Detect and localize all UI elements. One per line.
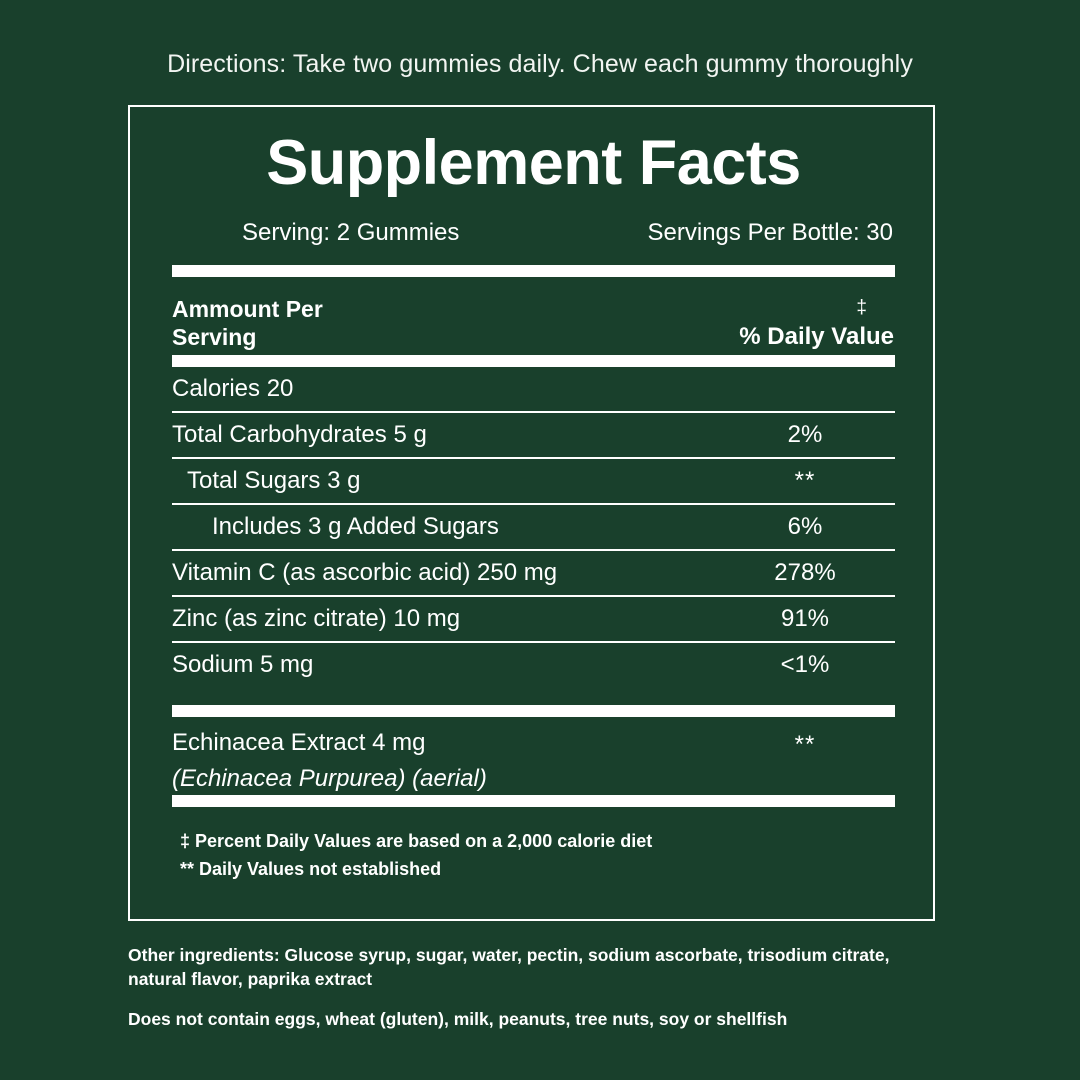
rule-thick-header-bottom — [172, 355, 895, 367]
daily-value-label: ‡ % Daily Value — [739, 297, 895, 355]
rule-thin — [172, 457, 895, 459]
directions-text: Directions: Take two gummies daily. Chew… — [167, 50, 913, 78]
table-row: Vitamin C (as ascorbic acid) 250 mg 278% — [172, 551, 895, 595]
table-row: Total Sugars 3 g ** — [172, 459, 895, 503]
rule-thin — [172, 595, 895, 597]
rule-thin — [172, 503, 895, 505]
footnote-not-established: ** Daily Values not established — [180, 858, 442, 879]
rule-thick-herbal-top — [172, 705, 895, 717]
rule-thick-bottom — [172, 795, 895, 807]
table-row: Sodium 5 mg <1% — [172, 643, 895, 687]
nutrient-label: Total Carbohydrates 5 g — [172, 421, 427, 448]
nutrient-value: 91% — [780, 605, 830, 632]
rule-thick-top — [172, 265, 895, 277]
nutrient-label: Includes 3 g Added Sugars — [212, 513, 499, 540]
table-row: Calories 20 — [172, 367, 895, 411]
rule-thin — [172, 641, 895, 643]
herbal-text-block: Echinacea Extract 4 mg (Echinacea Purpur… — [172, 729, 487, 794]
other-ingredients-text: Other ingredients: Glucose syrup, sugar,… — [128, 945, 890, 989]
nutrient-label: Calories 20 — [172, 375, 294, 402]
amount-per-serving-line1: Ammount Per — [172, 295, 323, 322]
table-row: Includes 3 g Added Sugars 6% — [172, 505, 895, 549]
amount-per-serving-line2: Serving — [172, 323, 257, 350]
daily-value-text: % Daily Value — [739, 323, 894, 350]
servings-per-container: Servings Per Bottle: 30 — [647, 219, 893, 246]
serving-size: Serving: 2 Gummies — [242, 219, 460, 246]
nutrient-value: ** — [794, 467, 816, 494]
rule-thin — [172, 549, 895, 551]
nutrient-value: 6% — [787, 513, 823, 540]
nutrient-label: Zinc (as zinc citrate) 10 mg — [172, 605, 461, 632]
double-dagger-icon: ‡ — [856, 297, 867, 318]
footnotes: ‡ Percent Daily Values are based on a 2,… — [172, 828, 895, 884]
allergen-statement-text: Does not contain eggs, wheat (gluten), m… — [128, 1009, 788, 1029]
nutrient-label: Total Sugars 3 g — [187, 467, 361, 494]
herbal-value: ** — [794, 731, 816, 758]
nutrient-value: <1% — [780, 651, 830, 678]
amount-per-serving-label: Ammount Per Serving — [172, 295, 323, 355]
page-title: Supplement Facts — [266, 128, 801, 198]
supplement-facts-panel: Supplement Facts Serving: 2 Gummies Serv… — [128, 105, 935, 921]
nutrient-label: Sodium 5 mg — [172, 651, 314, 678]
table-row: Zinc (as zinc citrate) 10 mg 91% — [172, 597, 895, 641]
table-row: Total Carbohydrates 5 g 2% — [172, 413, 895, 457]
herbal-name: Echinacea Extract 4 mg — [172, 729, 426, 756]
table-header-row: Ammount Per Serving ‡ % Daily Value — [172, 277, 895, 355]
serving-info-row: Serving: 2 Gummies Servings Per Bottle: … — [172, 219, 895, 247]
nutrient-label: Vitamin C (as ascorbic acid) 250 mg — [172, 559, 558, 586]
herbal-ingredient-row: Echinacea Extract 4 mg (Echinacea Purpur… — [172, 717, 895, 795]
panel-content: Supplement Facts Serving: 2 Gummies Serv… — [172, 107, 895, 884]
rule-thin — [172, 411, 895, 413]
herbal-latin-name: (Echinacea Purpurea) (aerial) — [172, 764, 487, 792]
nutrient-value: 2% — [787, 421, 823, 448]
nutrient-rows: Calories 20 Total Carbohydrates 5 g 2% T… — [172, 367, 895, 687]
nutrient-value: 278% — [774, 559, 836, 586]
footnote-daily-value: ‡ Percent Daily Values are based on a 2,… — [180, 831, 653, 851]
